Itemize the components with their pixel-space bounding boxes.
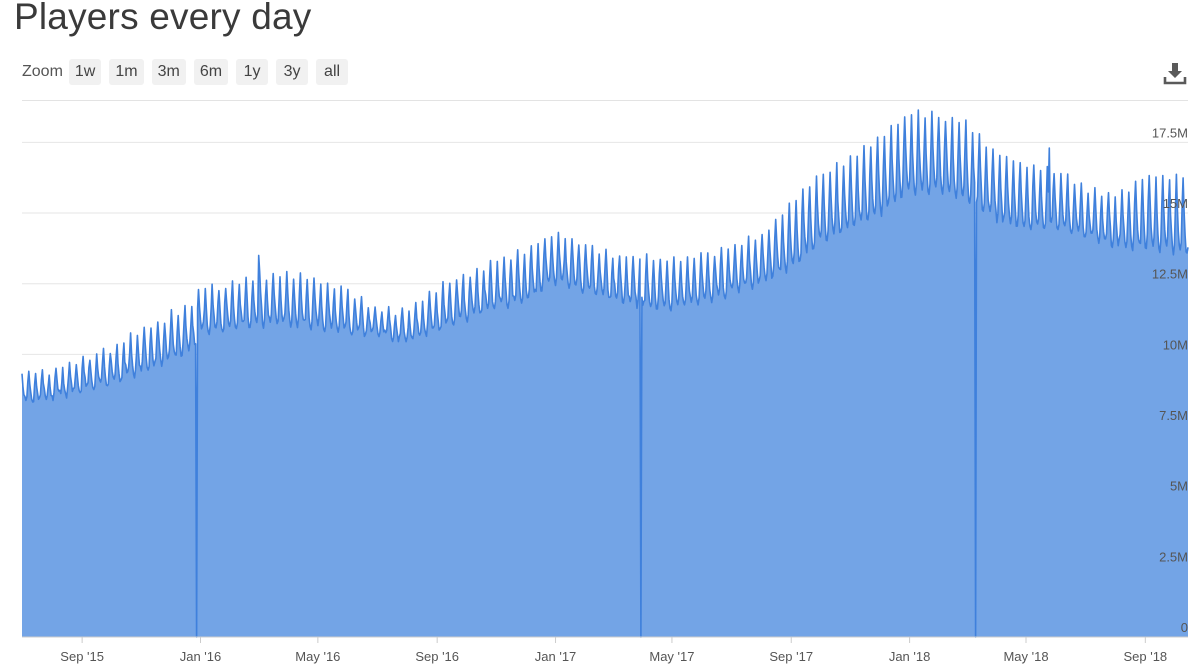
zoom-all-button[interactable]: all — [316, 59, 349, 85]
download-icon — [1163, 63, 1187, 85]
y-tick-label: 5M — [1170, 479, 1188, 494]
x-tick-label: Sep '18 — [1123, 649, 1167, 664]
zoom-3m-button[interactable]: 3m — [151, 59, 186, 85]
x-tick-label: Jan '17 — [535, 649, 577, 664]
y-tick-label: 17.5M — [1152, 125, 1188, 140]
y-tick-label: 7.5M — [1159, 408, 1188, 423]
series-area — [22, 110, 1188, 637]
x-tick-label: Jan '18 — [889, 649, 931, 664]
x-tick-label: Jan '16 — [180, 649, 222, 664]
y-tick-label: 0 — [1181, 620, 1188, 635]
x-tick-label: May '17 — [649, 649, 694, 664]
y-tick-label: 12.5M — [1152, 267, 1188, 282]
series-line — [21, 109, 1189, 638]
x-axis: Sep '15 Jan '16 May '16 Sep '16 Jan '17 May '… — [60, 637, 1167, 664]
zoom-bar: Zoom 1w 1m 3m 6m 1y 3y all — [22, 58, 356, 86]
y-axis: 0 2.5M 5M 7.5M 10M 12.5M 15M 17.5M — [1152, 125, 1188, 635]
header-divider — [22, 100, 1188, 101]
series-layer — [21, 109, 1189, 638]
download-button[interactable] — [1162, 60, 1188, 86]
page-title: Players every day — [14, 0, 312, 37]
zoom-1y-button[interactable]: 1y — [236, 59, 269, 85]
y-tick-label: 2.5M — [1159, 549, 1188, 564]
zoom-1w-button[interactable]: 1w — [68, 59, 102, 85]
x-tick-label: Sep '15 — [60, 649, 104, 664]
x-tick-label: May '18 — [1003, 649, 1048, 664]
x-tick-label: Sep '16 — [415, 649, 459, 664]
x-tick-label: May '16 — [295, 649, 340, 664]
zoom-1m-button[interactable]: 1m — [109, 59, 144, 85]
y-tick-label: 10M — [1163, 337, 1188, 352]
zoom-3y-button[interactable]: 3y — [276, 59, 309, 85]
zoom-label: Zoom — [22, 63, 63, 80]
zoom-6m-button[interactable]: 6m — [193, 59, 229, 85]
y-tick-label: 15M — [1163, 196, 1188, 211]
x-tick-label: Sep '17 — [769, 649, 813, 664]
